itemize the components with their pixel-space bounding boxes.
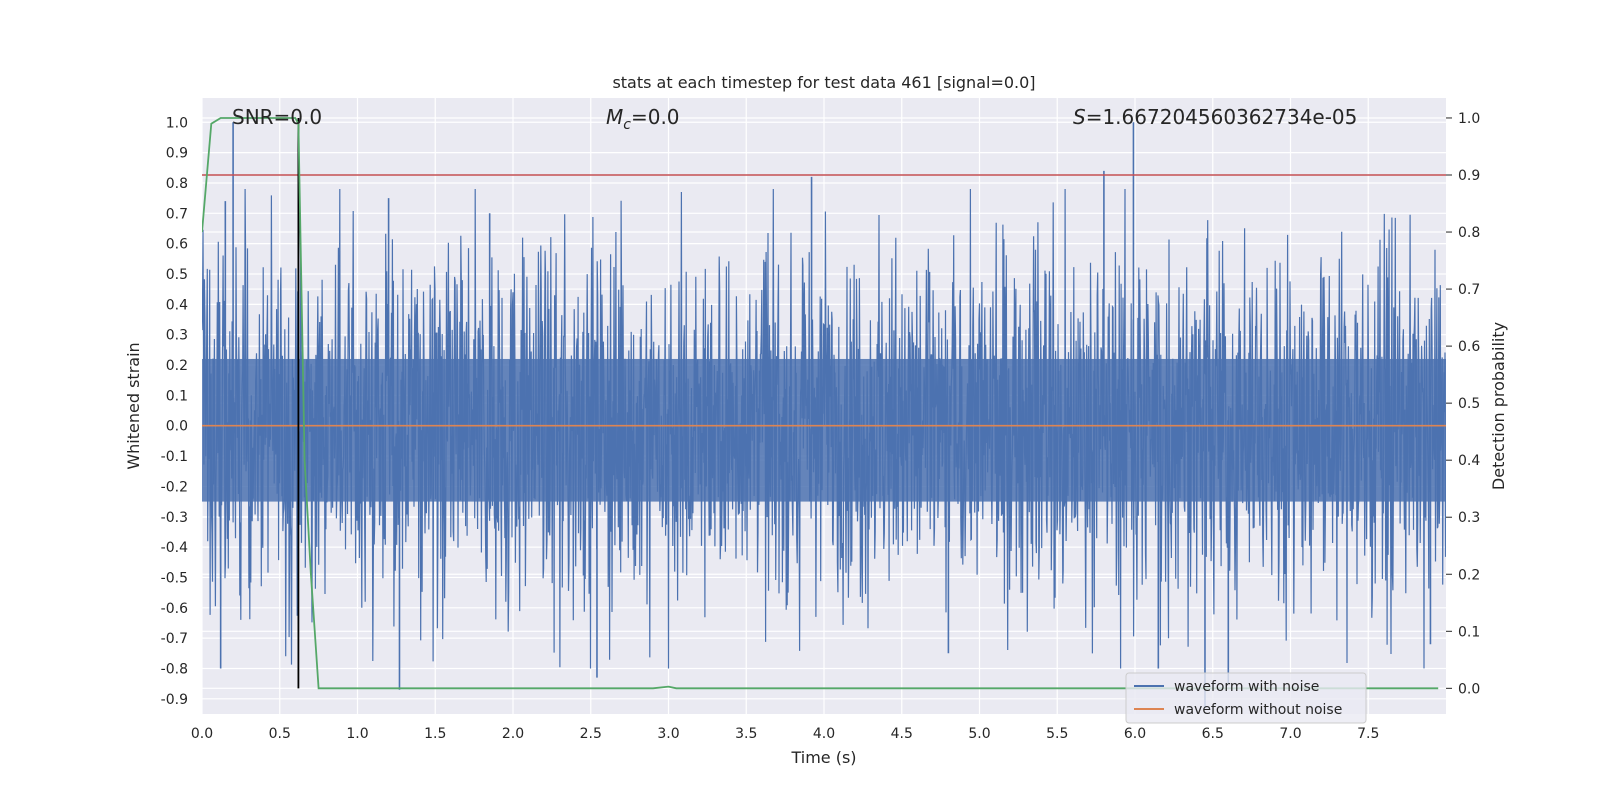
- y-tick-label: 0.3: [166, 328, 188, 344]
- y-tick-label: 0.0: [166, 419, 188, 435]
- y-tick-label: -0.9: [161, 692, 188, 708]
- y2-tick-label: 0.7: [1458, 282, 1480, 298]
- legend: waveform with noise waveform without noi…: [1125, 672, 1367, 724]
- y2-ticks: 1.0 0.9 0.8 0.7 0.6 0.5 0.4 0.3 0.2 0.1 0.0: [1446, 111, 1480, 697]
- s-annotation: S=1.667204560362734e-05: [1073, 105, 1357, 129]
- y2-tick-label: 0.6: [1458, 339, 1480, 355]
- y-tick-label: 1.0: [166, 115, 188, 131]
- y2-tick-label: 0.5: [1458, 396, 1480, 412]
- x-tick-label: 2.5: [580, 726, 602, 742]
- y2-tick-label: 0.2: [1458, 567, 1480, 583]
- chart-title: stats at each timestep for test data 461…: [612, 73, 1035, 92]
- y-tick-label: 0.9: [166, 146, 188, 162]
- x-tick-label: 3.5: [735, 726, 757, 742]
- x-tick-label: 3.0: [657, 726, 679, 742]
- x-tick-label: 2.0: [502, 726, 524, 742]
- x-tick-label: 5.5: [1046, 726, 1068, 742]
- y2-axis-label: Detection probability: [1489, 322, 1508, 490]
- y-tick-label: 0.8: [166, 176, 188, 192]
- x-tick-label: 6.0: [1124, 726, 1146, 742]
- mc-annotation: Mc=0.0: [606, 105, 680, 133]
- noise-band: [202, 358, 1446, 502]
- x-tick-label: 6.5: [1202, 726, 1224, 742]
- y-tick-label: 0.7: [166, 206, 188, 222]
- y-tick-label: -0.2: [161, 479, 188, 495]
- y2-tick-label: 0.3: [1458, 510, 1480, 526]
- legend-label-clean: waveform without noise: [1174, 702, 1342, 718]
- x-tick-label: 1.5: [424, 726, 446, 742]
- y-tick-label: -0.7: [161, 631, 188, 647]
- y-tick-label: 0.1: [166, 388, 188, 404]
- x-tick-label: 5.0: [968, 726, 990, 742]
- x-tick-label: 7.5: [1357, 726, 1379, 742]
- y-axis-label: Whitened strain: [124, 342, 143, 469]
- x-tick-label: 4.5: [891, 726, 913, 742]
- y-tick-label: 0.4: [166, 297, 188, 313]
- y2-tick-label: 0.4: [1458, 453, 1480, 469]
- y-tick-label: -0.8: [161, 661, 188, 677]
- y-tick-label: 0.5: [166, 267, 188, 283]
- snr-annotation: SNR=0.0: [232, 105, 322, 129]
- legend-label-noise: waveform with noise: [1174, 679, 1319, 695]
- y-tick-label: 0.2: [166, 358, 188, 374]
- x-ticks: 0.0 0.5 1.0 1.5 2.0 2.5 3.0 3.5 4.0 4.5 5.0 5.5 6.0 6…: [191, 726, 1380, 742]
- y-tick-label: -0.1: [161, 449, 188, 465]
- legend-box: [1125, 672, 1367, 724]
- x-tick-label: 7.0: [1279, 726, 1301, 742]
- y-tick-label: -0.6: [161, 601, 188, 617]
- mc-symbol: M: [606, 105, 623, 129]
- mc-subscript: c: [623, 117, 631, 133]
- y-tick-label: -0.4: [161, 540, 188, 556]
- s-value: =1.667204560362734e-05: [1086, 105, 1358, 129]
- x-tick-label: 0.5: [269, 726, 291, 742]
- series-detection-probability: [202, 117, 1439, 690]
- y2-tick-label: 1.0: [1458, 111, 1480, 127]
- y-ticks: 1.0 0.9 0.8 0.7 0.6 0.5 0.4 0.3 0.2 0.1 0.0 -0.1 -0.…: [161, 115, 188, 708]
- y2-tick-label: 0.1: [1458, 624, 1480, 640]
- y2-tick-label: 0.0: [1458, 681, 1480, 697]
- mc-value: =0.0: [631, 105, 680, 129]
- x-tick-label: 1.0: [346, 726, 368, 742]
- y2-tick-label: 0.9: [1458, 168, 1480, 184]
- y2-tick-label: 0.8: [1458, 225, 1480, 241]
- s-symbol: S: [1073, 105, 1086, 129]
- y-tick-label: -0.3: [161, 510, 188, 526]
- x-tick-label: 4.0: [813, 726, 835, 742]
- y-tick-label: 0.6: [166, 237, 188, 253]
- x-axis-label: Time (s): [790, 748, 856, 767]
- series-layer: [202, 117, 1446, 708]
- x-tick-label: 0.0: [191, 726, 213, 742]
- y-tick-label: -0.5: [161, 570, 188, 586]
